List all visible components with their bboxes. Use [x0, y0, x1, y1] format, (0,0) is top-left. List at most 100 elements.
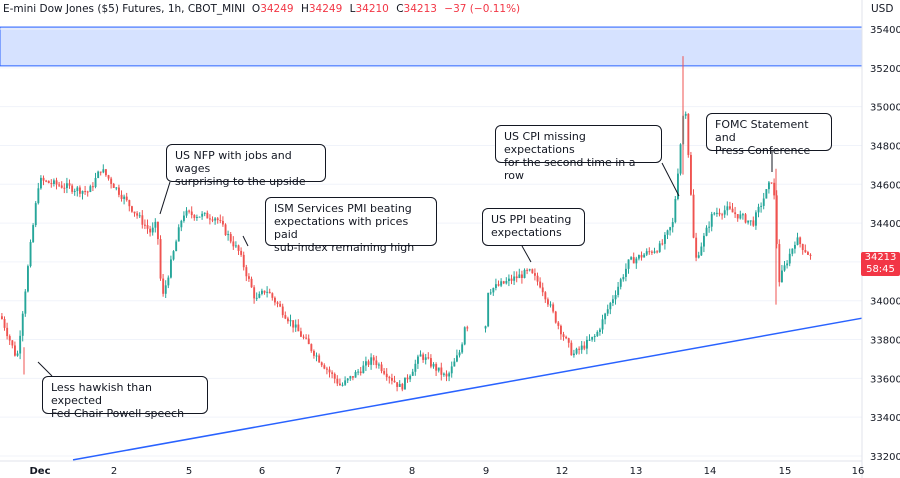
callout-line: sub-index remaining high: [274, 241, 415, 254]
price-tick-label: 34600: [870, 180, 900, 191]
candle-body: [794, 244, 796, 249]
callout-ism[interactable]: ISM Services PMI beating expectations wi…: [265, 197, 437, 254]
candle-body: [606, 309, 609, 314]
candle-body: [349, 376, 352, 379]
candle-body: [11, 340, 14, 346]
candle-body: [162, 278, 165, 294]
candle-body: [131, 206, 133, 212]
candle-body: [710, 214, 713, 227]
candle-body: [796, 237, 799, 245]
candle-body: [313, 350, 315, 356]
candle-body: [536, 275, 539, 282]
candle-body: [261, 290, 263, 294]
trendline[interactable]: [72, 317, 863, 461]
candle-body: [463, 327, 466, 345]
candle-body: [749, 220, 752, 222]
candle-body: [495, 284, 497, 288]
candle-body: [365, 361, 367, 366]
candle-body: [146, 225, 149, 229]
price-axis[interactable]: 3320033400336003380034000342003440034600…: [870, 25, 900, 463]
candle-body: [638, 255, 640, 259]
time-tick-label: 7: [335, 466, 341, 477]
candles: [1, 56, 812, 392]
callout-line: FOMC Statement and: [715, 118, 809, 144]
candle-body: [58, 184, 61, 186]
candle-body: [27, 266, 29, 292]
candle-body: [541, 287, 544, 293]
candle-body: [778, 244, 781, 283]
price-tick-label: 33800: [870, 336, 900, 347]
candle-body: [518, 274, 521, 279]
candle-body: [671, 222, 674, 228]
candle-body: [8, 336, 11, 341]
candle-body: [383, 371, 386, 374]
candle-body: [84, 191, 87, 193]
candle-body: [523, 269, 526, 278]
candle-body: [549, 304, 552, 306]
candle-body: [300, 331, 302, 337]
callout-line: surprising to the upside: [175, 175, 306, 188]
callout-nfp[interactable]: US NFP with jobs and wages surprising to…: [166, 144, 326, 188]
candle-body: [92, 186, 94, 188]
candle-body: [513, 276, 516, 281]
candle-body: [466, 327, 469, 329]
candle-body: [757, 206, 760, 213]
callout-line: Fed Chair Powell speech: [51, 407, 185, 420]
candle-body: [726, 206, 729, 211]
candle-body: [744, 214, 747, 223]
candle-body: [557, 322, 560, 326]
candle-body: [214, 218, 217, 221]
candle-body: [346, 378, 349, 381]
candle-body: [263, 290, 266, 293]
candle-body: [209, 218, 211, 220]
candle-body: [45, 180, 48, 182]
candle-body: [401, 383, 404, 390]
candle-body: [297, 324, 300, 332]
candle-body: [674, 199, 677, 223]
candle-body: [258, 293, 261, 298]
candle-body: [274, 297, 276, 303]
currency-label: USD: [871, 3, 894, 15]
candle-body: [164, 285, 167, 294]
callout-line: US NFP with jobs and wages: [175, 149, 292, 175]
candle-body: [622, 276, 625, 280]
candle-body: [341, 384, 344, 386]
candle-body: [752, 220, 755, 226]
callout-line: for the second time in a row: [504, 156, 636, 182]
candle-body: [362, 365, 365, 374]
candle-body: [40, 177, 42, 189]
candle-body: [799, 237, 802, 245]
candle-body: [596, 331, 599, 337]
candle-body: [102, 169, 105, 173]
callout-cpi[interactable]: US CPI missing expectations for the seco…: [495, 125, 662, 182]
time-tick-label: 8: [409, 466, 415, 477]
high-label: H: [300, 3, 309, 15]
callout-line: expectations with prices paid: [274, 215, 409, 241]
candle-body: [227, 234, 230, 236]
candle-body: [765, 189, 768, 199]
callout-fomc[interactable]: FOMC Statement and Press Conference: [706, 113, 832, 157]
candle-body: [515, 276, 518, 279]
callout-powell[interactable]: Less hawkish than expected Fed Chair Pow…: [42, 376, 208, 420]
open-value: 34249: [260, 3, 294, 15]
candle-body: [427, 357, 430, 359]
candle-body: [292, 320, 295, 328]
candle-body: [437, 367, 440, 371]
candle-body: [86, 191, 89, 193]
time-axis[interactable]: Dec 2 5 6 7 8 9 12 13 14 15 16: [29, 466, 864, 477]
candle-body: [159, 239, 162, 279]
price-tick-label: 35000: [870, 103, 900, 114]
candle-body: [248, 276, 250, 279]
open-label: O: [251, 3, 261, 15]
callout-ppi[interactable]: US PPI beating expectations: [482, 208, 585, 246]
candle-body: [123, 196, 126, 199]
candle-body: [294, 324, 297, 328]
candle-body: [630, 257, 633, 260]
callout-pointer: [159, 181, 171, 215]
candle-body: [157, 221, 159, 240]
candle-body: [302, 336, 305, 338]
price-tick-label: 33200: [870, 452, 900, 463]
candle-body: [417, 356, 419, 364]
candle-body: [232, 241, 235, 247]
